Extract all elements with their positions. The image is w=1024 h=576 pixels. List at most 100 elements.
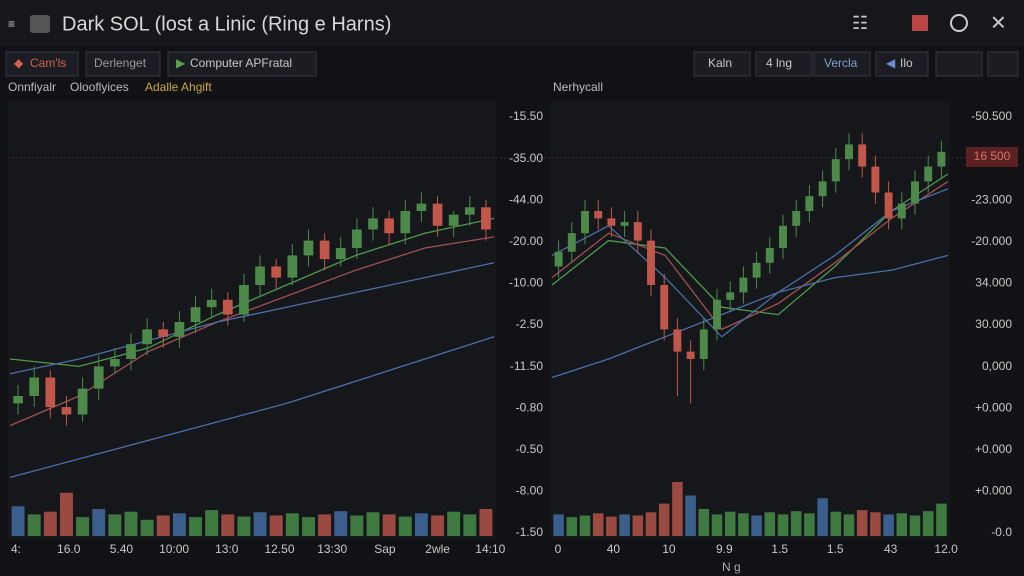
y-axis-label: -8.00: [516, 484, 544, 498]
candle-body: [911, 181, 919, 204]
alert-icon[interactable]: [912, 15, 928, 31]
volume-bar: [479, 509, 493, 536]
toolbar-button[interactable]: [755, 51, 813, 77]
toolbar-button[interactable]: [5, 51, 79, 77]
candle-body: [271, 266, 282, 278]
toolbar-label[interactable]: Ilo: [900, 56, 913, 70]
candle-body: [239, 285, 249, 315]
toolbar-label[interactable]: Vercla: [824, 56, 858, 70]
price-highlight: [966, 147, 1018, 167]
volume-bar: [302, 517, 315, 536]
volume-bar: [350, 515, 364, 536]
x-axis-label: 0: [555, 542, 562, 556]
candle-body: [594, 211, 603, 219]
volume-bar: [922, 511, 934, 536]
x-axis-label: 13:30: [317, 542, 347, 556]
volume-bar: [777, 514, 789, 536]
toolbar-label[interactable]: ◀: [886, 56, 896, 70]
volume-bar: [632, 515, 644, 536]
toolbar-label[interactable]: ◆: [14, 56, 24, 70]
toolbar-button[interactable]: [813, 51, 871, 77]
settings-icon[interactable]: [950, 14, 968, 32]
volume-bar: [269, 515, 283, 536]
candle-body: [126, 344, 136, 359]
toolbar-button[interactable]: [85, 51, 161, 77]
legend-label: Onnfiyalr: [8, 80, 56, 94]
toolbar-label[interactable]: Kaln: [708, 56, 732, 70]
candle-body: [607, 218, 616, 226]
y-axis-label: -11.50: [510, 359, 543, 373]
volume-bar: [936, 503, 947, 536]
volume-bar: [896, 513, 908, 536]
x-axis-label: 5.40: [110, 542, 134, 556]
grid-icon[interactable]: ☷: [852, 13, 868, 33]
toolbar-button[interactable]: [875, 51, 929, 77]
price-highlight-label: 16 500: [974, 149, 1011, 163]
volume-bar: [672, 482, 683, 536]
candle-body: [792, 211, 801, 226]
y-axis-label: -10.00: [509, 276, 543, 290]
candle-body: [884, 192, 893, 219]
candle-body: [464, 207, 475, 215]
volume-bar: [366, 512, 380, 536]
y-axis-label: +0.000: [975, 484, 1012, 498]
close-icon[interactable]: ✕: [990, 12, 1007, 34]
candle-body: [765, 248, 774, 263]
y-axis-label: -20.00: [509, 234, 543, 248]
volume-bar: [724, 511, 736, 536]
legend-label: Olooflyices: [70, 80, 129, 94]
candle-body: [368, 218, 378, 230]
window-title: Dark SOL (lost a Linic (Ring e Harns): [62, 13, 391, 35]
candle-body: [581, 211, 589, 234]
toolbar-label[interactable]: Derlenget: [94, 56, 147, 70]
menu-icon[interactable]: ≡: [8, 17, 15, 31]
candle-body: [45, 377, 56, 408]
volume-bar: [334, 511, 348, 536]
candle-body: [13, 396, 23, 404]
moving-average: [9, 336, 495, 479]
volume-bar: [645, 512, 657, 536]
candle-body: [319, 240, 330, 260]
candle-body: [206, 299, 217, 308]
x-axis-title: N g: [722, 560, 741, 574]
candle-body: [633, 222, 642, 241]
toolbar-label[interactable]: 4 lng: [766, 56, 792, 70]
candle-body: [660, 285, 669, 330]
volume-bar: [764, 512, 776, 536]
toolbar-button[interactable]: [693, 51, 751, 77]
moving-average: [9, 217, 495, 368]
volume-bar: [124, 511, 138, 536]
candle-body: [481, 207, 491, 230]
toolbar-button[interactable]: [935, 51, 983, 77]
volume-bar: [606, 516, 617, 536]
moving-average: [551, 188, 949, 338]
toolbar-label[interactable]: Computer APFratal: [190, 56, 292, 70]
candle-body: [924, 166, 933, 182]
x-axis-label: 10: [662, 542, 676, 556]
volume-bar: [27, 514, 41, 536]
candle-body: [255, 266, 265, 285]
y-axis-label: -15.50: [509, 109, 543, 123]
volume-bar: [108, 514, 122, 536]
y-axis-label: 34.000: [975, 276, 1012, 290]
toolbar-label[interactable]: Cam'ls: [30, 56, 66, 70]
candle-body: [400, 211, 411, 234]
candle-body: [726, 292, 735, 300]
candle-body: [805, 196, 814, 211]
moving-average: [9, 236, 495, 427]
volume-bar: [579, 515, 591, 536]
candle-body: [222, 299, 233, 315]
volume-bar: [619, 514, 630, 536]
x-axis-label: 43: [884, 542, 898, 556]
candle-body: [937, 151, 946, 167]
toolbar-button[interactable]: [987, 51, 1019, 77]
volume-bar: [738, 513, 749, 536]
volume-bar: [711, 514, 723, 536]
moving-average: [9, 262, 495, 375]
candle-body: [713, 299, 721, 330]
candle-body: [752, 262, 761, 278]
volume-bar: [414, 513, 428, 536]
toolbar-button[interactable]: [167, 51, 317, 77]
x-axis-label: 1.5: [827, 542, 844, 556]
toolbar-label[interactable]: ▶: [176, 56, 186, 70]
